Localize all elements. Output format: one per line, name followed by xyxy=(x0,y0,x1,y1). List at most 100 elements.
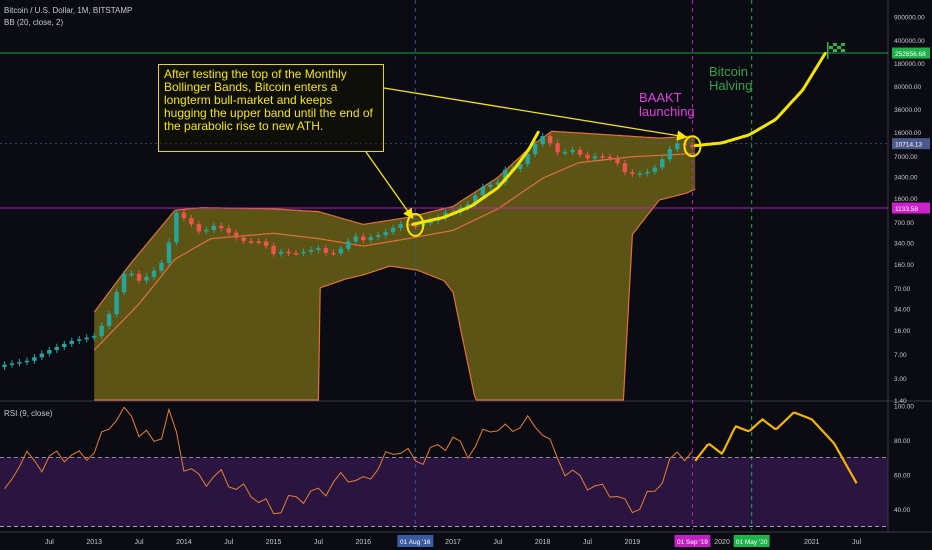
time-tick-label: Jul xyxy=(45,539,54,546)
price-tick-label: 160.00 xyxy=(894,262,914,269)
bb-fill xyxy=(94,131,696,401)
time-tick-label: 2021 xyxy=(804,539,820,546)
candle-body xyxy=(301,251,306,254)
price-label-text-2: 10714.13 xyxy=(895,142,922,149)
candle-body xyxy=(555,143,560,153)
baakt-label[interactable]: BAAKT launching xyxy=(639,90,695,119)
candle-body xyxy=(293,252,299,255)
candle-body xyxy=(398,224,403,228)
price-label-box-2 xyxy=(892,138,930,150)
time-marker-label-3: 01 May '20 xyxy=(736,539,768,546)
time-marker-box-3 xyxy=(733,535,770,547)
candle-body xyxy=(667,149,672,160)
candle-body xyxy=(368,237,373,241)
candle-body xyxy=(376,235,381,238)
candle-body xyxy=(413,225,418,227)
candle-body xyxy=(585,154,590,159)
candle-body xyxy=(660,159,665,168)
candle-body xyxy=(473,195,478,205)
highlight-circle-2016 xyxy=(406,212,425,237)
candle-body xyxy=(577,149,583,155)
candle-body xyxy=(525,154,530,165)
bb-indicator-label[interactable]: BB (20, close, 2) xyxy=(4,18,64,27)
candle-body xyxy=(39,353,45,358)
candle-body xyxy=(361,236,366,241)
rsi-tick-label: 40.00 xyxy=(894,507,911,514)
halving-label[interactable]: Bitcoin Halving xyxy=(709,64,753,93)
candle-body xyxy=(256,241,261,243)
candle-body xyxy=(114,292,119,315)
candle-body xyxy=(689,145,695,147)
highlight-circle-2019 xyxy=(683,135,702,158)
candle-body xyxy=(338,248,344,254)
price-tick-label: 34.00 xyxy=(894,307,911,314)
rsi-line xyxy=(4,406,693,515)
price-tick-label: 3.00 xyxy=(894,376,907,383)
price-label-text-1: 252856.68 xyxy=(895,51,926,58)
candle-body xyxy=(248,241,254,243)
price-tick-label: 1600.00 xyxy=(894,196,918,203)
candle-body xyxy=(645,171,650,174)
candle-body xyxy=(353,236,358,242)
rsi-band xyxy=(0,457,888,527)
rsi-indicator-label[interactable]: RSI (9, close) xyxy=(4,409,53,418)
time-tick-label: 2015 xyxy=(266,539,282,546)
price-tick-label: 36000.00 xyxy=(894,107,921,114)
candle-body xyxy=(189,218,194,225)
price-label-box-3 xyxy=(892,202,930,214)
price-label-text-3: 1133.58 xyxy=(895,206,918,213)
candle-body xyxy=(518,164,523,169)
candle-body xyxy=(219,225,224,229)
candle-body xyxy=(151,270,157,277)
candle-body xyxy=(323,248,329,253)
candle-body xyxy=(540,135,545,145)
price-tick-label: 900000.00 xyxy=(894,15,925,22)
candle-body xyxy=(204,229,209,232)
annotation-note[interactable]: After testing the top of the Monthly Bol… xyxy=(158,64,384,152)
price-tick-label: 16.00 xyxy=(894,328,911,335)
candle-body xyxy=(383,232,388,236)
candle-body xyxy=(17,362,22,364)
time-tick-label: Jul xyxy=(583,539,592,546)
candle-body xyxy=(54,346,60,351)
candle-body xyxy=(532,144,538,155)
arrow-to-2019 xyxy=(383,87,688,141)
price-tick-label: 70.00 xyxy=(894,286,911,293)
candle-body xyxy=(91,336,97,338)
candle-body xyxy=(547,135,553,144)
candle-body xyxy=(32,357,37,361)
candle-body xyxy=(615,158,620,164)
price-tick-label: 400000.00 xyxy=(894,38,925,45)
candle-body xyxy=(241,237,246,242)
candle-body xyxy=(495,182,501,185)
rsi-tick-label: 60.00 xyxy=(894,473,911,480)
time-tick-label: Jul xyxy=(135,539,144,546)
candle-body xyxy=(592,156,598,159)
candle-body xyxy=(174,212,179,243)
candle-body xyxy=(503,169,508,183)
arrow-to-2016 xyxy=(365,151,414,220)
candle-body xyxy=(607,156,613,159)
price-label-box-1 xyxy=(892,47,930,59)
time-marker-box-2 xyxy=(674,535,711,547)
candle-body xyxy=(77,339,82,341)
time-tick-label: 2016 xyxy=(355,539,371,546)
time-marker-label-1: 01 Aug '16 xyxy=(400,539,431,546)
time-tick-label: 2020 xyxy=(714,539,730,546)
candle-body xyxy=(331,252,336,255)
flag-icon xyxy=(826,41,848,59)
candle-body xyxy=(129,273,134,276)
price-tick-label: 180000.00 xyxy=(894,61,925,68)
projection-curve-2017 xyxy=(411,130,540,226)
candle-body xyxy=(166,242,172,263)
projection-curve-future xyxy=(693,51,827,148)
candle-body xyxy=(99,325,104,337)
candle-body xyxy=(62,343,67,347)
time-tick-label: Jul xyxy=(314,539,323,546)
candle-body xyxy=(622,163,628,173)
symbol-title: Bitcoin / U.S. Dollar, 1M, BITSTAMP xyxy=(4,6,133,15)
candle-body xyxy=(428,221,433,224)
candle-body xyxy=(346,241,351,249)
